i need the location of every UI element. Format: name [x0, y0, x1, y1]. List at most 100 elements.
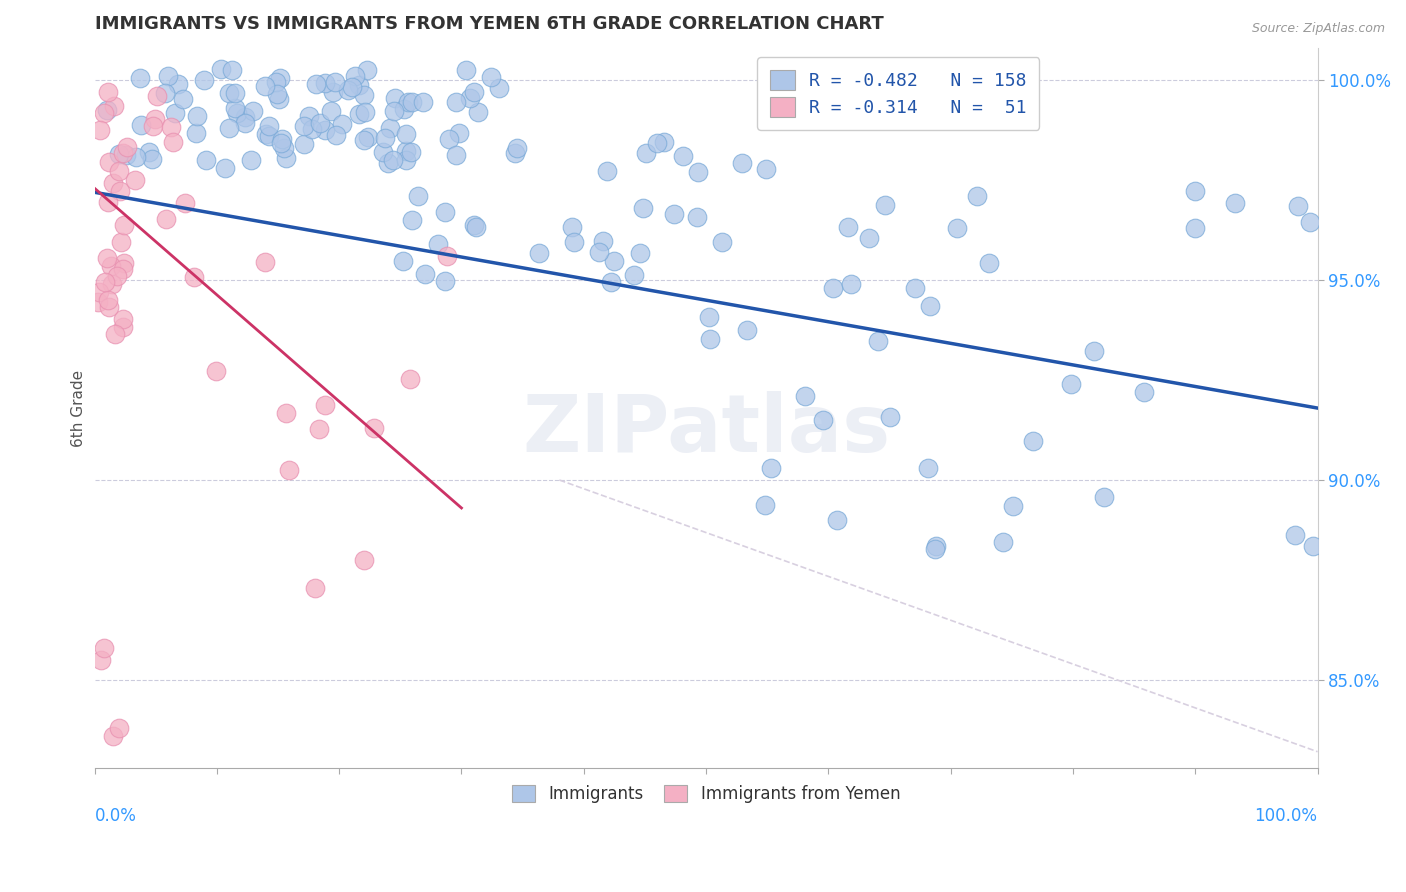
Point — [449, 126, 471, 140]
Point — [155, 87, 177, 101]
Point — [529, 246, 551, 260]
Point — [458, 90, 481, 104]
Point — [412, 95, 434, 109]
Point — [226, 106, 249, 120]
Point — [314, 76, 336, 90]
Point — [946, 220, 969, 235]
Point — [561, 220, 583, 235]
Point — [875, 198, 897, 212]
Point — [413, 267, 436, 281]
Point — [839, 277, 862, 291]
Point — [1302, 539, 1324, 553]
Point — [1299, 215, 1322, 229]
Point — [253, 79, 276, 94]
Point — [97, 293, 120, 307]
Point — [172, 92, 194, 106]
Point — [917, 461, 939, 475]
Point — [924, 539, 946, 553]
Point — [710, 235, 733, 250]
Point — [304, 581, 326, 595]
Point — [235, 110, 257, 124]
Point — [155, 212, 177, 227]
Point — [94, 276, 117, 290]
Point — [754, 498, 776, 512]
Point — [264, 75, 287, 89]
Point — [254, 127, 277, 141]
Point — [143, 112, 166, 127]
Point — [918, 299, 941, 313]
Point — [112, 261, 135, 276]
Point — [377, 156, 399, 170]
Point — [242, 103, 264, 118]
Point — [465, 219, 488, 234]
Point — [96, 103, 118, 117]
Point — [1060, 376, 1083, 391]
Point — [1184, 184, 1206, 198]
Point — [205, 363, 228, 377]
Point — [124, 173, 146, 187]
Point — [163, 106, 186, 120]
Point — [672, 149, 695, 163]
Point — [823, 281, 845, 295]
Point — [322, 85, 344, 99]
Point — [274, 151, 297, 165]
Text: 100.0%: 100.0% — [1254, 807, 1317, 825]
Point — [96, 252, 118, 266]
Point — [125, 150, 148, 164]
Point — [858, 230, 880, 244]
Point — [108, 185, 131, 199]
Point — [221, 63, 243, 78]
Text: 0.0%: 0.0% — [94, 807, 136, 825]
Legend: Immigrants, Immigrants from Yemen: Immigrants, Immigrants from Yemen — [505, 778, 907, 810]
Point — [401, 95, 423, 110]
Point — [837, 219, 859, 234]
Point — [174, 196, 197, 211]
Point — [444, 148, 467, 162]
Point — [1284, 528, 1306, 542]
Point — [349, 106, 371, 120]
Point — [195, 153, 218, 168]
Point — [879, 409, 901, 424]
Point — [108, 147, 131, 161]
Text: Source: ZipAtlas.com: Source: ZipAtlas.com — [1251, 22, 1385, 36]
Point — [325, 128, 347, 142]
Point — [159, 120, 181, 135]
Point — [686, 210, 709, 224]
Point — [1184, 221, 1206, 235]
Point — [214, 161, 236, 175]
Point — [110, 235, 132, 249]
Point — [463, 85, 485, 99]
Point — [254, 255, 277, 269]
Point — [456, 63, 478, 78]
Point — [209, 62, 232, 76]
Point — [479, 70, 502, 85]
Point — [408, 188, 430, 202]
Point — [562, 235, 585, 249]
Point — [347, 78, 370, 93]
Point — [353, 133, 375, 147]
Point — [395, 153, 418, 167]
Point — [269, 92, 291, 106]
Point — [439, 131, 461, 145]
Point — [193, 72, 215, 87]
Point — [309, 116, 332, 130]
Point — [128, 70, 150, 85]
Point — [240, 153, 263, 168]
Point — [662, 207, 685, 221]
Point — [592, 234, 614, 248]
Point — [904, 281, 927, 295]
Point — [218, 121, 240, 136]
Point — [378, 121, 401, 136]
Point — [314, 398, 336, 412]
Point — [305, 78, 328, 92]
Point — [394, 102, 416, 116]
Point — [794, 389, 817, 403]
Point — [395, 145, 418, 159]
Point — [356, 62, 378, 77]
Point — [97, 85, 120, 99]
Point — [323, 75, 346, 89]
Point — [294, 119, 316, 133]
Text: ZIPatlas: ZIPatlas — [522, 391, 890, 468]
Point — [273, 140, 295, 154]
Point — [731, 156, 754, 170]
